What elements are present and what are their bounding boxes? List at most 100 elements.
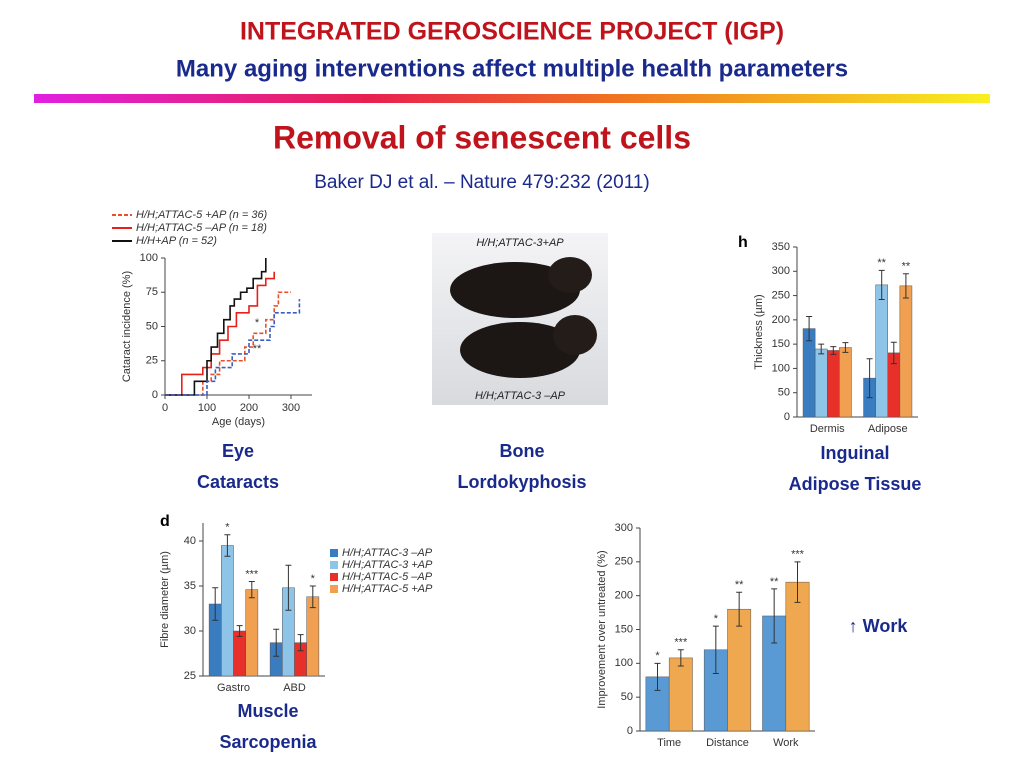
- error-bar: [273, 628, 280, 657]
- error-bar: [236, 625, 243, 637]
- error-bar: [830, 346, 837, 355]
- x-tick-label: Distance: [706, 737, 749, 749]
- error-bar: [677, 649, 684, 667]
- x-tick-label: Adipose: [868, 423, 908, 435]
- panel-letter: d: [160, 513, 170, 530]
- y-tick-label: 40: [184, 535, 196, 547]
- mouse: [450, 262, 580, 318]
- x-tick-label: 200: [240, 402, 258, 414]
- error-bar: [309, 585, 316, 609]
- caption: Inguinal: [821, 443, 890, 463]
- y-tick-label: 150: [772, 338, 790, 350]
- bar: [727, 608, 752, 732]
- bar: [899, 285, 913, 418]
- slide-subtitle: Many aging interventions affect multiple…: [176, 55, 848, 82]
- bar: [221, 545, 234, 677]
- caption: Adipose Tissue: [789, 474, 922, 494]
- error-bar: [818, 343, 825, 355]
- series-line: [165, 299, 301, 396]
- y-tick-label: 0: [152, 389, 158, 401]
- error-bar: [297, 634, 304, 652]
- series-line: [165, 271, 275, 396]
- significance: *: [225, 522, 230, 534]
- caption: Sarcopenia: [219, 732, 317, 752]
- bar: [875, 284, 889, 418]
- y-tick-label: 100: [772, 362, 790, 374]
- y-tick-label: 0: [784, 411, 790, 423]
- error-bar: [736, 591, 743, 627]
- legend-label: H/H;ATTAC-3 –AP: [342, 547, 433, 559]
- y-tick-label: 250: [615, 556, 633, 568]
- legend-label: H/H;ATTAC-5 –AP: [342, 571, 433, 583]
- bar: [233, 630, 246, 677]
- mouse: [460, 322, 580, 378]
- citation: Baker DJ et al. – Nature 479:232 (2011): [314, 172, 650, 193]
- error-bar: [212, 587, 219, 621]
- error-bar: [654, 662, 661, 691]
- x-tick-label: Time: [657, 737, 681, 749]
- x-tick-label: Work: [773, 737, 799, 749]
- y-tick-label: 100: [140, 252, 158, 264]
- error-bar: [771, 588, 778, 644]
- significance: **: [902, 261, 911, 273]
- divider: [34, 94, 990, 103]
- photo-label: H/H;ATTAC-3 –AP: [475, 390, 566, 402]
- legend-swatch: [330, 549, 338, 557]
- y-tick-label: 300: [615, 522, 633, 534]
- bar: [245, 589, 259, 677]
- significance: **: [770, 576, 779, 588]
- mouse-head: [548, 257, 592, 293]
- legend-label: H/H;ATTAC-5 –AP (n = 18): [136, 222, 267, 234]
- series-line: [165, 291, 291, 396]
- bar: [668, 657, 693, 732]
- annotation: **: [253, 343, 262, 355]
- legend-label: H/H;ATTAC-5 +AP: [342, 583, 433, 595]
- x-tick-label: ABD: [283, 682, 306, 694]
- error-bar: [224, 534, 231, 557]
- work-note: ↑ Work: [849, 616, 909, 636]
- panel-letter: h: [738, 234, 748, 251]
- error-bar: [842, 342, 849, 353]
- y-axis-label: Cataract incidence (%): [121, 271, 133, 382]
- y-axis-label: Improvement over untreated (%): [596, 550, 608, 708]
- x-axis-label: Age (days): [212, 416, 265, 428]
- bar: [785, 581, 810, 732]
- y-tick-label: 50: [621, 691, 633, 703]
- y-tick-label: 200: [772, 314, 790, 326]
- error-bar: [248, 581, 255, 599]
- y-tick-label: 300: [772, 265, 790, 277]
- bar: [839, 347, 852, 418]
- x-tick-label: 300: [282, 402, 300, 414]
- significance: ***: [245, 568, 259, 580]
- y-tick-label: 50: [778, 387, 790, 399]
- y-axis-label: Thickness (µm): [753, 294, 765, 369]
- y-tick-label: 25: [184, 670, 196, 682]
- error-bar: [902, 273, 909, 299]
- error-bar: [806, 315, 813, 342]
- bar: [802, 328, 816, 418]
- legend-label: H/H;ATTAC-3 +AP: [342, 559, 433, 571]
- significance: ***: [674, 637, 688, 649]
- caption: Muscle: [237, 701, 298, 721]
- error-bar: [712, 625, 719, 674]
- legend-swatch: [330, 585, 338, 593]
- significance: **: [735, 579, 744, 591]
- x-tick-label: 0: [162, 402, 168, 414]
- caption: Eye: [222, 441, 254, 461]
- caption: Bone: [500, 441, 545, 461]
- section-title: Removal of senescent cells: [273, 119, 691, 155]
- caption: Cataracts: [197, 472, 279, 492]
- legend-label: H/H+AP (n = 52): [136, 235, 217, 247]
- error-bar: [890, 341, 897, 365]
- y-tick-label: 30: [184, 625, 196, 637]
- slide-title: INTEGRATED GEROSCIENCE PROJECT (IGP): [240, 18, 784, 46]
- legend-swatch: [330, 561, 338, 569]
- y-tick-label: 50: [146, 320, 158, 332]
- significance: **: [877, 257, 886, 269]
- annotation: *: [255, 317, 260, 329]
- error-bar: [878, 269, 885, 300]
- bar: [814, 348, 828, 418]
- x-tick-label: 100: [198, 402, 216, 414]
- significance: ***: [791, 549, 805, 561]
